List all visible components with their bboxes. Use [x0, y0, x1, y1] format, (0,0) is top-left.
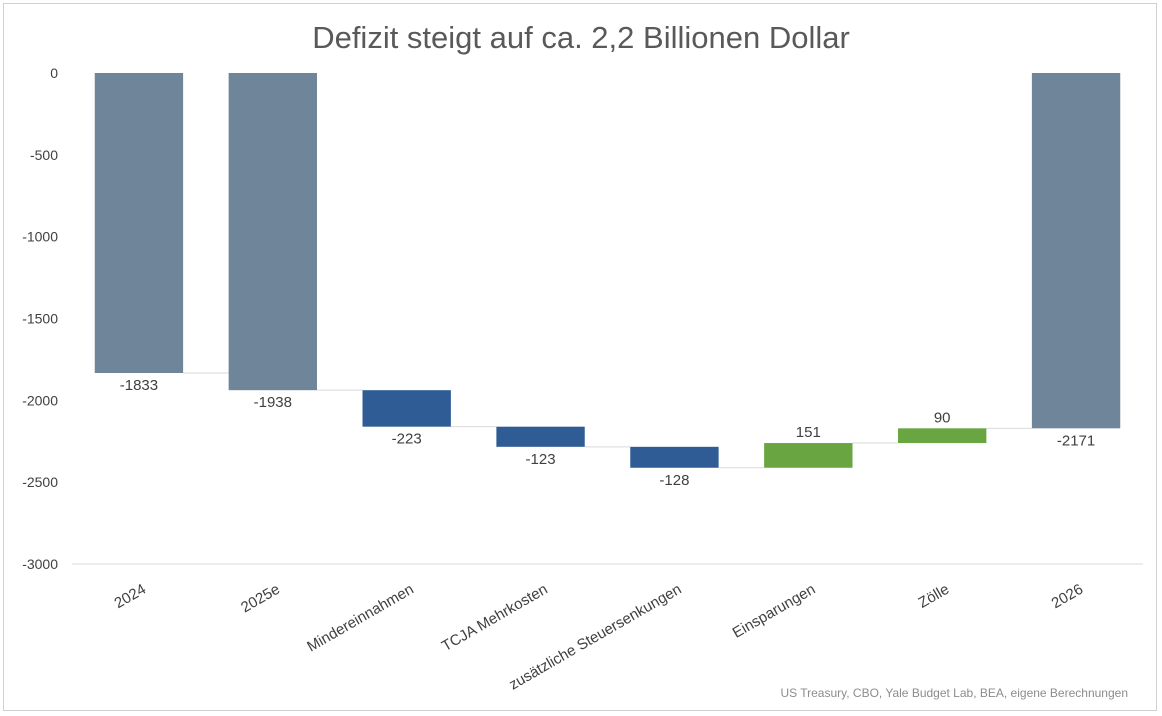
x-axis: 2024 2025e Mindereinnahmen TCJA Mehrkostenz…: [72, 563, 1143, 693]
source-note: US Treasury, CBO, Yale Budget Lab, BEA, …: [780, 686, 1128, 700]
data-label: -1938: [254, 394, 292, 411]
x-tick-label: TCJA Mehrkosten: [439, 581, 551, 655]
y-axis: 0 -500 -1000 -1500 -2000 -2500 -3000: [22, 65, 58, 572]
x-tick-label: Einsparungen: [730, 581, 819, 642]
data-label: 90: [934, 409, 951, 426]
y-tick-label: -2000: [22, 392, 58, 408]
y-tick-label: -3000: [22, 556, 58, 572]
data-label: -2171: [1057, 432, 1095, 449]
x-tick-label: Mindereinnahmen: [304, 581, 416, 656]
bar-total: [228, 73, 317, 391]
bar-increase: [764, 443, 853, 468]
data-label: -223: [392, 431, 422, 448]
bar-decrease: [496, 426, 585, 447]
x-tick-label: 2025e: [238, 581, 283, 617]
y-tick-label: 0: [50, 65, 58, 81]
bar-total: [94, 73, 184, 374]
y-tick-label: -1000: [22, 229, 58, 245]
chart-title: Defizit steigt auf ca. 2,2 Billionen Dol…: [312, 20, 850, 55]
connector-lines: [183, 372, 1032, 469]
y-tick-label: -1500: [22, 311, 58, 327]
x-tick-label: Zölle: [916, 581, 953, 612]
data-label: -123: [526, 451, 556, 468]
data-label: -1833: [120, 377, 158, 394]
data-label: -128: [659, 472, 689, 489]
data-label: 151: [796, 424, 821, 441]
bar-decrease: [362, 390, 451, 427]
x-tick-label: 2024: [112, 581, 149, 612]
bar-decrease: [630, 446, 719, 468]
bars: [94, 73, 1121, 468]
data-labels: -1833 -1938 -223 -123 -128 151 90 -2171: [120, 377, 1096, 489]
y-tick-label: -2500: [22, 474, 58, 490]
bar-increase: [898, 428, 987, 444]
y-tick-label: -500: [30, 147, 58, 163]
bar-total: [1031, 73, 1121, 429]
chart-frame: [3, 3, 1157, 711]
x-tick-label: 2026: [1049, 581, 1086, 612]
